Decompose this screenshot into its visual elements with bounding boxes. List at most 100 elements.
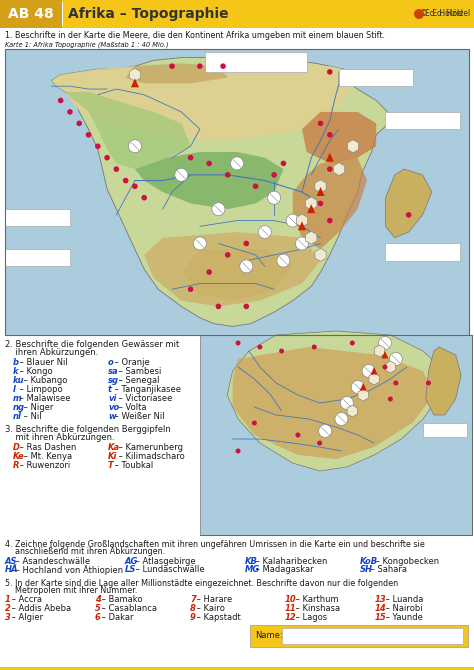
Circle shape: [230, 157, 244, 170]
Polygon shape: [426, 347, 461, 415]
Text: 8: 8: [190, 604, 196, 613]
Circle shape: [286, 214, 299, 227]
Circle shape: [236, 448, 241, 454]
Bar: [5, 49, 469, 335]
Text: AG: AG: [125, 557, 138, 565]
Bar: [0, 0, 474, 28]
Text: – Harare: – Harare: [194, 595, 232, 604]
Text: – Limpopo: – Limpopo: [17, 385, 63, 394]
Text: 12: 12: [285, 613, 297, 622]
Text: AS: AS: [5, 557, 18, 565]
Text: nl: nl: [13, 412, 22, 421]
Circle shape: [335, 413, 348, 425]
Text: m: m: [13, 394, 22, 403]
Bar: [5, 209, 70, 226]
Bar: [5, 249, 70, 267]
Text: – Asandeschwälle: – Asandeschwälle: [13, 557, 91, 565]
Polygon shape: [131, 78, 139, 87]
Polygon shape: [385, 169, 432, 238]
Text: Karte 1: Afrika Topographie (Maßstab 1 : 40 Mio.): Karte 1: Afrika Topographie (Maßstab 1 :…: [5, 41, 169, 48]
Circle shape: [253, 184, 258, 189]
Text: 6: 6: [95, 613, 101, 622]
Polygon shape: [360, 383, 367, 391]
Text: Ki: Ki: [108, 452, 118, 461]
Text: – Kilimadscharo: – Kilimadscharo: [116, 452, 185, 461]
Text: – Volta: – Volta: [116, 403, 146, 412]
Text: 7: 7: [190, 595, 196, 604]
Bar: [200, 335, 472, 535]
Text: 10: 10: [285, 595, 297, 604]
Text: 1. Beschrifte in der Karte die Meere, die den Kontinent Afrika umgeben mit einem: 1. Beschrifte in der Karte die Meere, di…: [5, 31, 385, 40]
Polygon shape: [144, 232, 320, 306]
Circle shape: [327, 166, 333, 172]
Text: – Yaunde: – Yaunde: [383, 613, 423, 622]
Polygon shape: [292, 157, 367, 249]
Bar: [282, 628, 463, 644]
Circle shape: [281, 161, 286, 166]
Text: ng: ng: [13, 403, 25, 412]
Text: l: l: [13, 385, 16, 394]
Text: 13: 13: [375, 595, 387, 604]
Polygon shape: [326, 153, 334, 161]
Text: – Weißer Nil: – Weißer Nil: [112, 412, 164, 421]
Circle shape: [67, 109, 73, 115]
Circle shape: [104, 155, 110, 161]
Polygon shape: [51, 66, 358, 141]
Text: – Kongobecken: – Kongobecken: [373, 557, 439, 565]
Text: – Lundaschwälle: – Lundaschwälle: [133, 565, 205, 574]
Text: – Kamerunberg: – Kamerunberg: [116, 443, 183, 452]
Text: 5: 5: [95, 604, 101, 613]
Text: 4: 4: [95, 595, 101, 604]
Text: – Kairo: – Kairo: [194, 604, 225, 613]
Text: – Mt. Kenya: – Mt. Kenya: [21, 452, 72, 461]
Text: – Hochland von Äthiopien: – Hochland von Äthiopien: [13, 565, 124, 576]
Circle shape: [206, 269, 212, 275]
Circle shape: [95, 143, 100, 149]
Bar: [62, 2, 64, 26]
Text: AB 48: AB 48: [8, 7, 54, 21]
Circle shape: [141, 195, 147, 200]
Bar: [423, 423, 466, 437]
Polygon shape: [298, 221, 306, 230]
Text: Ed. Hölzel: Ed. Hölzel: [425, 9, 463, 19]
Circle shape: [295, 237, 309, 250]
Text: D: D: [13, 443, 20, 452]
Text: – Ruwenzori: – Ruwenzori: [17, 461, 70, 470]
Text: – Sambesi: – Sambesi: [116, 367, 161, 376]
Text: 11: 11: [285, 604, 297, 613]
Circle shape: [351, 381, 364, 393]
Circle shape: [244, 241, 249, 247]
Bar: [385, 243, 460, 261]
Circle shape: [244, 304, 249, 309]
Text: – Malawisee: – Malawisee: [17, 394, 71, 403]
Text: – Karthum: – Karthum: [293, 595, 339, 604]
Circle shape: [128, 140, 141, 153]
Circle shape: [295, 433, 301, 438]
Circle shape: [393, 381, 398, 385]
Circle shape: [318, 200, 323, 206]
Text: MG: MG: [245, 565, 260, 574]
Circle shape: [193, 237, 206, 250]
Text: KB: KB: [245, 557, 258, 565]
Circle shape: [188, 287, 193, 292]
Circle shape: [362, 364, 375, 377]
Text: KoB: KoB: [360, 557, 378, 565]
Text: – Sahara: – Sahara: [368, 565, 407, 574]
Polygon shape: [317, 187, 325, 196]
Text: – Addis Abeba: – Addis Abeba: [9, 604, 71, 613]
Bar: [204, 52, 307, 72]
Circle shape: [169, 64, 175, 69]
Bar: [0, 0, 62, 28]
Text: – Ras Dashen: – Ras Dashen: [17, 443, 76, 452]
Circle shape: [123, 178, 128, 184]
Circle shape: [236, 340, 241, 346]
Circle shape: [414, 9, 424, 19]
Text: – Luanda: – Luanda: [383, 595, 424, 604]
Circle shape: [268, 191, 281, 204]
Circle shape: [86, 132, 91, 137]
Circle shape: [383, 364, 387, 369]
Circle shape: [312, 344, 317, 350]
Circle shape: [175, 168, 188, 182]
Circle shape: [240, 260, 253, 273]
Text: Ka: Ka: [108, 443, 120, 452]
